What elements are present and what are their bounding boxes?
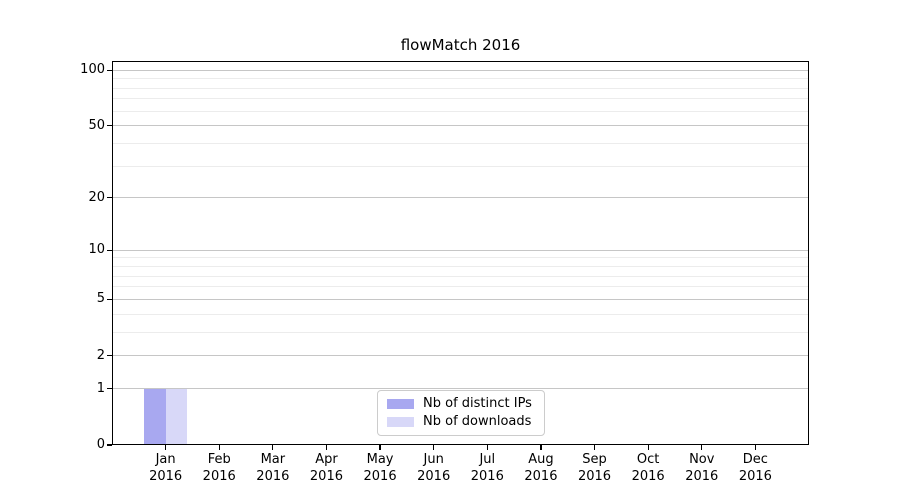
- x-tick: [754, 445, 756, 450]
- x-tick: [486, 445, 488, 450]
- gridline-major: [112, 197, 809, 199]
- x-tick-label: Apr 2016: [290, 451, 362, 485]
- x-tick-label-line: Sep: [582, 452, 607, 467]
- x-tick-label-line: 2016: [309, 469, 343, 484]
- x-tick-label: Sep 2016: [559, 451, 631, 485]
- gridline-major: [112, 249, 809, 251]
- x-tick: [325, 445, 328, 450]
- legend: Nb of distinct IPs Nb of downloads: [377, 390, 545, 436]
- x-tick-label-line: 2016: [256, 469, 290, 484]
- plot-frame: [112, 61, 809, 445]
- y-tick: [107, 125, 112, 127]
- x-tick-label-line: Dec: [742, 452, 768, 467]
- y-tick: [107, 69, 112, 71]
- gridline-minor: [112, 331, 809, 333]
- x-tick-label-line: 2016: [631, 469, 665, 484]
- gridline-minor: [112, 286, 809, 288]
- x-tick: [647, 445, 649, 450]
- x-tick-label: Jun 2016: [398, 451, 470, 485]
- y-tick-label: 0: [96, 437, 105, 452]
- gridline-major: [112, 69, 809, 71]
- gridline-minor: [112, 78, 809, 80]
- x-tick-label: Feb 2016: [183, 451, 255, 485]
- x-tick-label-line: Jul: [479, 452, 496, 467]
- x-tick-label-line: 2016: [577, 469, 612, 484]
- y-tick-label: 20: [88, 189, 105, 205]
- x-tick: [165, 445, 167, 450]
- x-tick-label-line: Feb: [207, 452, 231, 467]
- y-tick-label: 5: [96, 291, 105, 307]
- y-tick-label: 10: [88, 242, 105, 258]
- legend-label: Nb of distinct IPs: [423, 396, 532, 411]
- x-tick: [701, 445, 703, 450]
- x-tick-label-line: May: [366, 452, 394, 467]
- gridline-minor: [112, 275, 809, 277]
- legend-swatch: [387, 398, 414, 409]
- x-tick-label-line: 2016: [417, 469, 451, 484]
- legend-swatch: [387, 416, 414, 427]
- legend-row: Nb of downloads: [387, 414, 536, 429]
- x-tick-label: Mar 2016: [237, 451, 309, 485]
- y-tick-label: 100: [80, 62, 105, 78]
- x-tick: [272, 445, 274, 450]
- x-tick-label-line: 2016: [685, 469, 719, 484]
- x-tick-label-line: Mar: [260, 452, 286, 467]
- x-tick: [433, 445, 435, 450]
- x-tick-label-line: Jun: [423, 452, 444, 467]
- gridline-minor: [112, 257, 809, 259]
- x-tick-label: May 2016: [344, 451, 416, 485]
- x-tick-label: Aug 2016: [505, 451, 577, 485]
- x-tick-label: Nov 2016: [666, 451, 738, 485]
- y-tick-label: 2: [96, 347, 105, 363]
- y-tick-label: 50: [88, 117, 105, 133]
- x-tick-label-line: Nov: [689, 452, 715, 467]
- y-tick: [107, 298, 112, 301]
- x-tick-label-line: Aug: [528, 452, 554, 467]
- x-tick-label: Dec 2016: [719, 451, 791, 485]
- gridline-major: [112, 355, 809, 357]
- x-tick-label-line: Oct: [636, 452, 660, 467]
- legend-label: Nb of downloads: [423, 414, 532, 429]
- y-tick: [107, 388, 112, 390]
- gridline-major: [112, 298, 809, 300]
- x-tick-label: Jan 2016: [130, 451, 202, 485]
- x-tick-label-line: Jan: [155, 452, 176, 467]
- bar-nb-of-distinct-ips: [144, 388, 166, 445]
- x-tick-label-line: Apr: [315, 452, 338, 467]
- chart-title: flowMatch 2016: [400, 36, 521, 54]
- gridline-minor: [112, 142, 809, 144]
- y-tick: [107, 197, 112, 199]
- gridline-minor: [112, 165, 809, 167]
- gridline-minor: [112, 266, 809, 268]
- x-tick-label-line: 2016: [524, 469, 558, 484]
- y-tick: [107, 355, 112, 357]
- x-tick: [540, 445, 542, 450]
- bar-nb-of-downloads: [165, 388, 188, 445]
- x-tick-label: Oct 2016: [612, 451, 684, 485]
- gridline-major: [112, 125, 809, 127]
- x-tick-label-line: 2016: [470, 469, 504, 484]
- x-tick: [593, 445, 596, 450]
- x-tick-label-line: 2016: [202, 469, 236, 484]
- gridline-minor: [112, 87, 809, 89]
- x-tick-label-line: 2016: [363, 469, 397, 484]
- x-tick-label-line: 2016: [738, 469, 772, 484]
- y-tick: [107, 444, 112, 446]
- gridline-minor: [112, 313, 809, 315]
- x-tick-label: Jul 2016: [451, 451, 523, 485]
- y-tick: [107, 249, 112, 251]
- gridline-minor: [112, 110, 809, 112]
- x-tick-label-line: 2016: [149, 469, 183, 484]
- gridline-minor: [112, 98, 809, 100]
- x-tick: [379, 445, 381, 450]
- y-tick-label: 1: [96, 380, 105, 396]
- legend-row: Nb of distinct IPs: [387, 396, 536, 411]
- x-tick: [218, 445, 220, 450]
